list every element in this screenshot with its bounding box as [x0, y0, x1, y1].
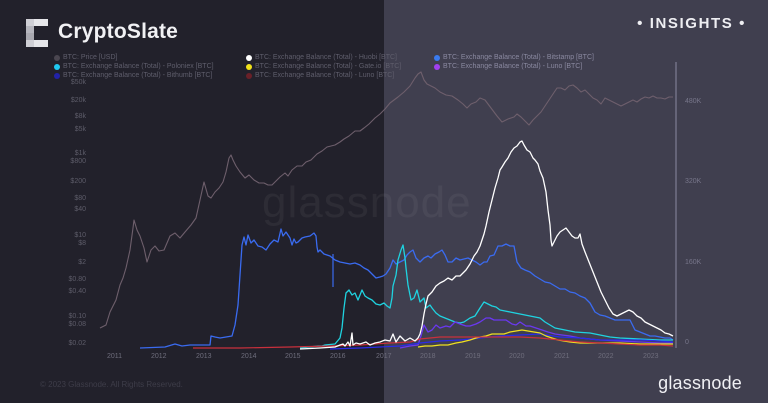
x-tick: 2011 [107, 353, 123, 360]
legend-dot-icon [434, 54, 440, 61]
x-tick: 2021 [554, 353, 570, 360]
legend-item-bithumb: BTC: Exchange Balance (Total) - Bithumb … [54, 72, 212, 79]
y-tick: $20k [70, 97, 86, 104]
y-tick: $0.10 [68, 313, 86, 320]
y-tick: $50k [70, 79, 86, 86]
y-tick: $0.40 [68, 288, 86, 295]
legend-label: BTC: Exchange Balance (Total) - Poloniex… [63, 63, 214, 70]
y-tick: $1k [74, 150, 86, 157]
series-bitstamp-line [139, 228, 674, 349]
y-tick: $2 [78, 259, 86, 266]
legend-label: BTC: Exchange Balance (Total) - Luno [BT… [255, 72, 395, 79]
x-tick: 2022 [598, 353, 614, 360]
x-tick: 2014 [241, 353, 257, 360]
glassnode-logo: glassnode [658, 373, 742, 393]
cryptoslate-logo-icon [26, 19, 48, 47]
legend-item-luno-red: BTC: Exchange Balance (Total) - Luno [BT… [246, 72, 394, 79]
y-tick: $8k [74, 113, 86, 120]
legend-item-luno-purple: BTC: Exchange Balance (Total) - Luno [BT… [434, 63, 582, 70]
legend-dot-icon [54, 63, 60, 70]
legend-label: BTC: Exchange Balance (Total) - Luno [BT… [443, 63, 583, 70]
legend-item-bitstamp: BTC: Exchange Balance (Total) - Bitstamp… [434, 54, 594, 61]
legend-label: BTC: Price [USD] [63, 54, 118, 61]
x-tick: 2020 [509, 353, 525, 360]
y-right-tick: 320K [685, 178, 702, 185]
series-poloniex-line [299, 244, 673, 349]
y-right-tick: 480K [685, 98, 702, 105]
chart-legend: BTC: Price [USD] BTC: Exchange Balance (… [54, 54, 654, 84]
legend-item-gateio: BTC: Exchange Balance (Total) - Gate.io … [246, 63, 401, 70]
x-tick: 2016 [330, 353, 346, 360]
legend-dot-icon [246, 63, 252, 70]
y-tick: $10 [74, 232, 86, 239]
x-tick: 2019 [465, 353, 481, 360]
x-tick: 2018 [420, 353, 436, 360]
y-tick: $0.08 [68, 321, 86, 328]
legend-item-poloniex: BTC: Exchange Balance (Total) - Poloniex… [54, 63, 214, 70]
x-tick: 2017 [376, 353, 392, 360]
y-tick: $80 [74, 195, 86, 202]
legend-dot-icon [246, 72, 252, 79]
y-tick: $40 [74, 206, 86, 213]
glassnode-watermark: glassnode [262, 178, 472, 227]
y-right-tick: 160K [685, 259, 702, 266]
y-right-tick: 0 [685, 339, 689, 346]
legend-dot-icon [246, 54, 252, 61]
y-tick: $0.80 [68, 276, 86, 283]
x-tick: 2012 [151, 353, 167, 360]
series-gateio-line [417, 329, 673, 348]
legend-dot-icon [434, 63, 440, 70]
legend-item-price: BTC: Price [USD] [54, 54, 117, 61]
series-huobi-line [299, 140, 674, 350]
brand-title: CryptoSlate [58, 20, 179, 43]
series-bithumb-line [329, 333, 674, 350]
insights-badge: • INSIGHTS • [637, 15, 746, 32]
y-tick: $800 [70, 158, 86, 165]
y-tick: $0.02 [68, 340, 86, 347]
left-dark-panel [0, 0, 384, 403]
x-tick: 2023 [643, 353, 659, 360]
y-tick: $8 [78, 240, 86, 247]
legend-dot-icon [54, 54, 60, 61]
y-tick: $5k [74, 126, 86, 133]
legend-dot-icon [54, 72, 60, 79]
x-tick: 2015 [285, 353, 301, 360]
series-luno-purple-line [399, 317, 673, 349]
right-light-panel [384, 0, 768, 403]
series-price-line [99, 71, 673, 329]
legend-label: BTC: Exchange Balance (Total) - Bitstamp… [443, 54, 594, 61]
x-tick: 2013 [196, 353, 212, 360]
legend-label: BTC: Exchange Balance (Total) - Huobi [B… [255, 54, 398, 61]
legend-label: BTC: Exchange Balance (Total) - Gate.io … [255, 63, 402, 70]
y-tick: $200 [70, 178, 86, 185]
legend-item-huobi: BTC: Exchange Balance (Total) - Huobi [B… [246, 54, 397, 61]
copyright-text: © 2023 Glassnode. All Rights Reserved. [40, 380, 183, 389]
legend-label: BTC: Exchange Balance (Total) - Bithumb … [63, 72, 213, 79]
